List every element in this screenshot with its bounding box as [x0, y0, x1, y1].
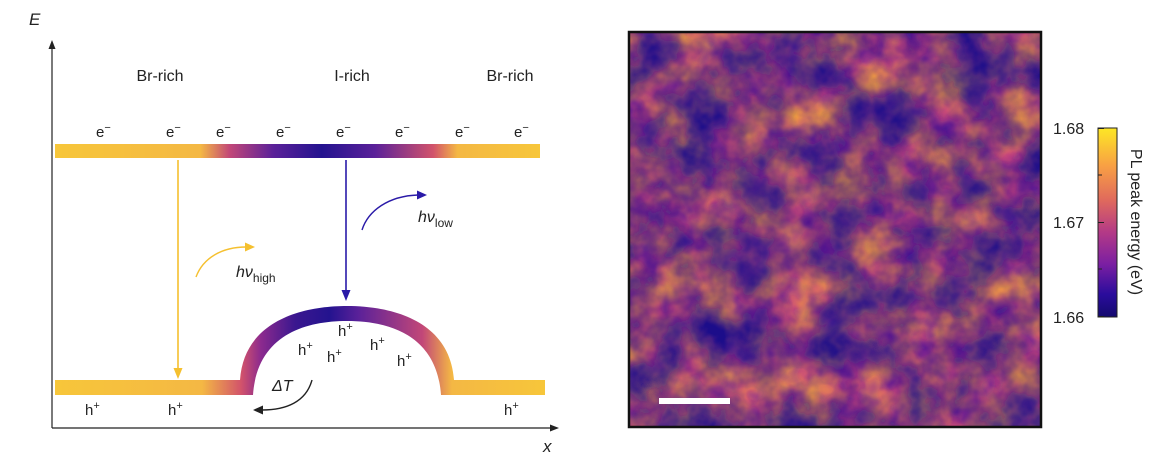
transition-high: hνhigh	[173, 160, 276, 379]
delta-t-label: ΔT	[271, 378, 294, 395]
electron-label: e−	[216, 122, 231, 141]
colorbar-tick-label: 1.67	[1053, 215, 1084, 232]
colorbar-label: PL peak energy (eV)	[1127, 149, 1144, 295]
thermal-escape: ΔT	[253, 378, 313, 415]
emission-high-label: hνhigh	[236, 264, 276, 285]
x-axis-arrowhead	[550, 424, 559, 432]
transition-low: hνlow	[341, 160, 453, 301]
photon-high-curve	[195, 246, 247, 278]
electron-label: e−	[276, 122, 291, 141]
conduction-band	[55, 144, 540, 158]
y-axis-label: E	[29, 10, 41, 29]
hole-label: h+	[370, 335, 385, 354]
colorbar: 1.68 1.67 1.66 PL peak energy (eV)	[1053, 121, 1144, 327]
pl-map-dark-texture	[630, 33, 1040, 426]
scale-bar	[659, 398, 730, 404]
pl-map-frame	[627, 30, 1043, 429]
region-label-right: Br-rich	[486, 68, 533, 85]
band-diagram: E x Br-rich I-rich Br-rich e− e− e− e− e…	[29, 10, 559, 456]
thermal-escape-curve	[261, 379, 313, 411]
electron-label: e−	[514, 122, 529, 141]
transition-high-arrowhead	[173, 368, 183, 379]
region-label-center: I-rich	[334, 68, 370, 85]
colorbar-tick-label: 1.66	[1053, 310, 1084, 327]
electron-label: e−	[395, 122, 410, 141]
hole-label: h+	[338, 321, 353, 340]
hole-label: h+	[327, 347, 342, 366]
hole-label: h+	[168, 400, 183, 419]
hole-label: h+	[85, 400, 100, 419]
electron-label: e−	[166, 122, 181, 141]
valence-band	[55, 306, 545, 395]
electron-label: e−	[336, 122, 351, 141]
region-label-left: Br-rich	[136, 68, 183, 85]
y-axis-arrowhead	[48, 40, 56, 49]
electron-row: e− e− e− e− e− e− e− e−	[96, 122, 529, 141]
photon-low-arrowhead	[417, 190, 427, 200]
photon-high-arrowhead	[245, 242, 255, 252]
transition-low-arrowhead	[341, 290, 351, 301]
x-axis-label: x	[542, 437, 552, 456]
electron-label: e−	[96, 122, 111, 141]
emission-low-label: hνlow	[418, 209, 453, 230]
pl-map	[627, 30, 1043, 429]
colorbar-tick-label: 1.68	[1053, 121, 1084, 138]
hole-row: h+ h+ h+ h+ h+ h+ h+ h+	[85, 321, 519, 419]
hole-label: h+	[298, 340, 313, 359]
hole-label: h+	[397, 351, 412, 370]
photon-low-curve	[361, 194, 419, 231]
electron-label: e−	[455, 122, 470, 141]
thermal-escape-arrowhead	[253, 405, 263, 415]
hole-label: h+	[504, 400, 519, 419]
